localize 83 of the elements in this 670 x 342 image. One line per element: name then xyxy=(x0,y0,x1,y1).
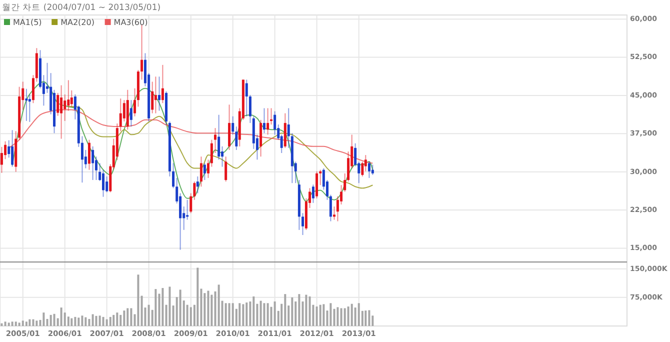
bar xyxy=(207,290,210,326)
bar xyxy=(36,320,38,326)
bar xyxy=(238,303,241,326)
bar xyxy=(46,318,48,326)
bar xyxy=(330,303,332,326)
bar xyxy=(106,319,108,326)
bar xyxy=(98,316,101,326)
bar xyxy=(0,323,3,326)
bar xyxy=(196,268,199,326)
bar xyxy=(368,310,370,326)
legend-label: MA2(20) xyxy=(60,18,94,27)
bar xyxy=(137,274,140,326)
bar xyxy=(74,316,76,326)
bar xyxy=(53,314,56,326)
bar xyxy=(162,288,164,326)
bar xyxy=(22,320,24,326)
bar xyxy=(116,312,118,326)
legend-label: MA1(5) xyxy=(13,18,42,27)
bar xyxy=(60,308,62,326)
bar xyxy=(123,310,126,326)
bar xyxy=(284,294,286,326)
bar xyxy=(186,304,188,326)
bar xyxy=(274,301,276,326)
bar xyxy=(232,303,234,326)
bar xyxy=(11,322,14,326)
bar xyxy=(102,316,104,326)
bar xyxy=(81,316,84,326)
bar xyxy=(263,303,266,326)
bar xyxy=(92,314,94,326)
bar xyxy=(333,308,336,326)
bar xyxy=(316,306,318,326)
bar xyxy=(298,294,300,326)
bar xyxy=(112,314,115,326)
bar xyxy=(242,304,244,326)
bar xyxy=(126,308,129,326)
bar xyxy=(25,322,28,326)
bar xyxy=(350,304,353,326)
bar xyxy=(322,304,325,326)
bar xyxy=(228,303,230,326)
bar xyxy=(179,290,182,326)
bar xyxy=(130,308,132,326)
bar xyxy=(358,303,360,326)
bar xyxy=(50,314,52,326)
bar xyxy=(224,303,227,326)
bar xyxy=(32,319,34,326)
bar xyxy=(291,297,294,326)
bar xyxy=(336,307,339,326)
bar xyxy=(8,322,10,326)
bar xyxy=(218,284,220,326)
bar xyxy=(246,302,248,326)
bar xyxy=(88,318,90,326)
bar xyxy=(340,308,342,326)
bar xyxy=(190,307,192,326)
bar xyxy=(252,296,255,326)
bar xyxy=(70,318,73,326)
bar xyxy=(305,294,308,326)
bar xyxy=(347,306,350,326)
bar xyxy=(42,312,45,326)
bar xyxy=(266,303,269,326)
bar xyxy=(270,306,272,326)
bar xyxy=(140,296,143,326)
bar xyxy=(214,291,216,326)
bar xyxy=(78,318,80,326)
bar xyxy=(210,294,213,326)
bar xyxy=(4,322,6,326)
bar xyxy=(109,316,112,326)
bar xyxy=(364,310,367,326)
bar xyxy=(148,304,150,326)
bar xyxy=(95,316,98,326)
legend-label: MA3(60) xyxy=(114,18,148,27)
bar xyxy=(168,286,171,326)
bar xyxy=(154,289,157,326)
bar xyxy=(319,304,322,326)
bar xyxy=(18,322,20,326)
chart-title: 월간 차트 (2004/07/01 ~ 2013/05/01) xyxy=(2,3,161,13)
bar xyxy=(67,316,70,326)
bar xyxy=(308,296,311,326)
bar xyxy=(14,322,17,326)
bar xyxy=(120,314,122,326)
bar xyxy=(344,308,346,326)
bar xyxy=(28,319,31,326)
bar xyxy=(260,300,262,326)
bar xyxy=(84,317,87,326)
